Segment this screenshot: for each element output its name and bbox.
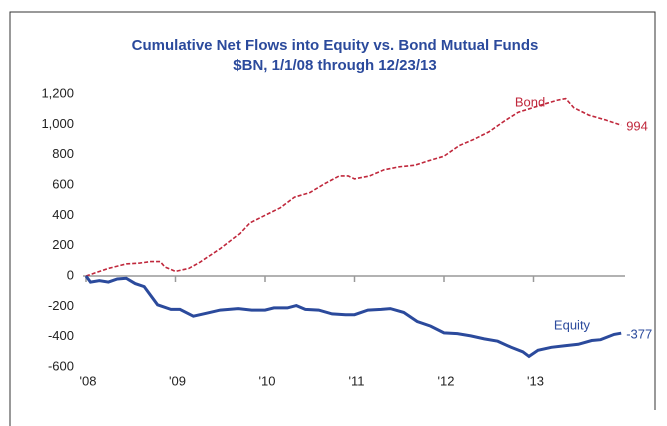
x-tick-label: '08 [80, 373, 97, 388]
x-tick-label: '10 [259, 373, 276, 388]
frame [9, 11, 656, 426]
series-line [85, 97, 622, 277]
series-name: Equity [554, 317, 591, 332]
y-tick-label: 1,000 [41, 116, 74, 131]
y-tick-label: -600 [48, 358, 74, 373]
series-name: Bond [515, 94, 545, 109]
end-label: -377 [626, 327, 652, 342]
y-tick-label: 400 [52, 207, 74, 222]
x-tick-label: '09 [169, 373, 186, 388]
y-tick-label: 800 [52, 146, 74, 161]
y-tick-label: 600 [52, 176, 74, 191]
y-tick-label: 200 [52, 237, 74, 252]
x-tick-label: '11 [349, 373, 365, 388]
x-tick-label: '12 [438, 373, 455, 388]
y-tick-label: 1,200 [41, 85, 74, 100]
series-line [84, 275, 622, 359]
y-tick-label: 0 [67, 267, 74, 282]
y-tick-label: -200 [48, 298, 74, 313]
end-label: 994 [626, 119, 648, 134]
chart-title: Cumulative Net Flows into Equity vs. Bon… [132, 37, 539, 54]
x-tick-label: '13 [527, 373, 544, 388]
chart-subtitle: $BN, 1/1/08 through 12/23/13 [233, 57, 436, 74]
y-tick-label: -400 [48, 328, 74, 343]
